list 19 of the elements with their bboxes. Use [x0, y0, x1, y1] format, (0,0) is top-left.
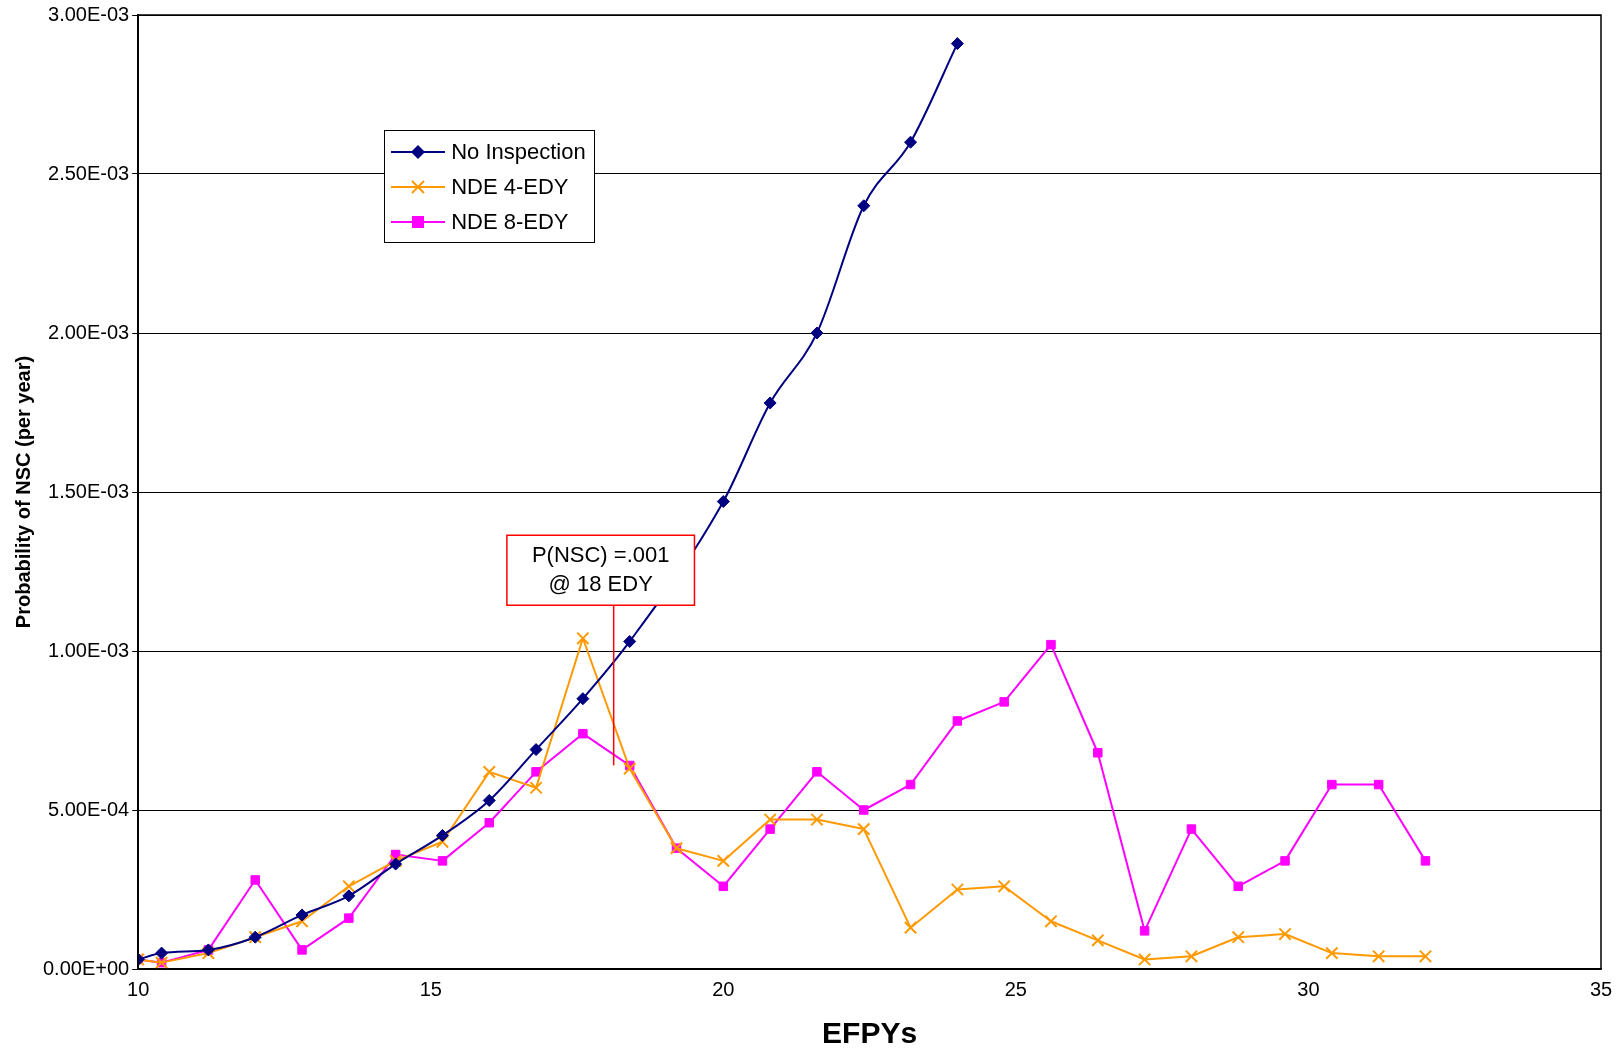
x-axis-title: EFPYs: [822, 1016, 918, 1050]
y-tick-label: 1.50E-03: [48, 479, 130, 502]
y-tick-label: 3.00E-03: [48, 2, 130, 25]
x-tick-label: 20: [712, 977, 735, 1000]
annotation: P(NSC) =.001 @ 18 EDY: [531, 541, 670, 596]
legend-label: NDE 8-EDY: [451, 208, 569, 236]
y-tick-label: 5.00E-04: [48, 797, 130, 820]
y-axis-title: Probability of NSC (per year): [11, 355, 34, 629]
y-tick-label: 2.50E-03: [48, 161, 130, 184]
x-tick-label: 30: [1297, 977, 1320, 1000]
legend-label: NDE 4-EDY: [451, 173, 569, 201]
x-tick-label: 35: [1589, 977, 1613, 1000]
x-tick-label: 15: [419, 977, 442, 1000]
x-tick-label: 25: [1004, 977, 1027, 1000]
y-tick-label: 2.00E-03: [48, 320, 130, 343]
legend-label: No Inspection: [451, 138, 586, 166]
y-tick-label: 1.00E-03: [48, 638, 130, 661]
y-tick-label: 0.00E+00: [42, 956, 130, 979]
x-tick-label: 10: [127, 977, 150, 1000]
